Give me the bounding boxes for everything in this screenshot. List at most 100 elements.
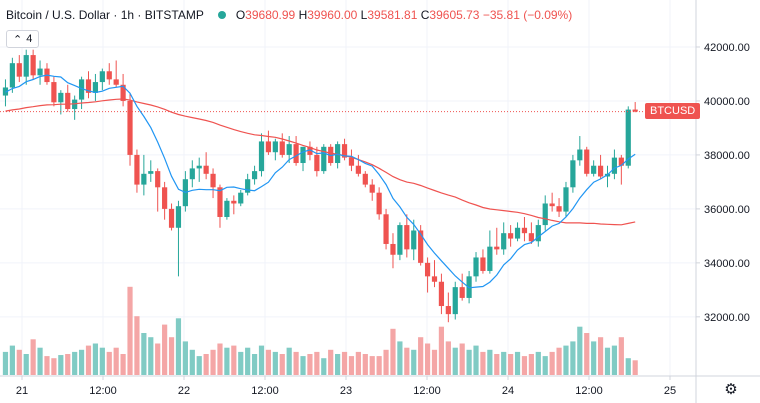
candle <box>341 138 348 161</box>
candle <box>625 106 631 169</box>
candle-body <box>127 100 133 155</box>
change-value: −35.81 (−0.09%) <box>482 8 573 22</box>
candle-body <box>78 79 85 100</box>
volume-bar <box>148 337 154 375</box>
indicators-toggle-button[interactable]: ⌃ 4 <box>6 30 40 48</box>
volume-bar <box>604 347 611 375</box>
candle-body <box>293 144 299 164</box>
candle-body <box>521 227 528 234</box>
volume-bar <box>258 345 265 375</box>
candle-body <box>494 246 500 250</box>
y-tick-label: 36000.00 <box>704 204 750 216</box>
y-tick-label: 40000.00 <box>704 96 750 108</box>
candle <box>632 102 638 113</box>
volume-bar <box>58 355 64 375</box>
volume-bar <box>348 356 355 375</box>
volume-bar <box>120 354 126 375</box>
volume-bar <box>293 351 299 375</box>
candle <box>348 149 355 172</box>
candle <box>597 154 604 180</box>
candle <box>44 63 50 85</box>
volume-bar <box>162 324 168 375</box>
x-tick-label: 12:00 <box>251 385 279 397</box>
y-tick-label: 38000.00 <box>704 150 750 162</box>
y-tick-label: 42000.00 <box>704 42 750 54</box>
candle-body <box>473 257 479 277</box>
candle <box>411 219 417 261</box>
candle <box>556 198 562 217</box>
time-axis[interactable]: 21 12:00 22 12:00 23 12:00 24 12:00 25 <box>16 376 676 397</box>
ohlc-values: O39680.99 H39960.00 L39581.81 C39605.73 … <box>236 8 572 22</box>
volume-bar <box>321 358 327 375</box>
volume-bar <box>78 349 85 375</box>
candle <box>224 198 230 220</box>
close-label: C <box>420 8 430 22</box>
candle <box>113 60 119 88</box>
candle <box>196 157 202 182</box>
candle <box>591 160 597 177</box>
candle-body <box>584 149 590 174</box>
volume-bar <box>335 354 341 375</box>
candle <box>577 136 583 166</box>
x-tick-label: 21 <box>16 385 28 397</box>
gear-icon[interactable]: ⚙ <box>724 381 738 398</box>
volume-bar <box>37 347 43 375</box>
candle <box>404 214 410 258</box>
candle <box>618 154 624 185</box>
current-price-tag: BTCUSD <box>645 102 701 119</box>
candle-body <box>431 276 438 282</box>
volume-bar <box>535 351 541 375</box>
candle <box>9 57 15 93</box>
volume-bar <box>445 341 451 375</box>
candle-body <box>175 206 182 228</box>
volume-bar <box>99 347 105 375</box>
candle <box>92 73 99 101</box>
symbol-legend: Bitcoin / U.S. Dollar · 1h · BITSTAMP O3… <box>6 8 572 22</box>
candle <box>168 203 175 231</box>
candle <box>611 149 618 180</box>
volume-bar <box>168 337 175 375</box>
candle-body <box>141 173 147 185</box>
volume-bar <box>438 326 445 375</box>
volume-bar <box>307 354 313 375</box>
volume-bar <box>238 351 244 375</box>
candle-body <box>563 187 569 212</box>
candle <box>321 144 327 174</box>
candle <box>37 60 43 85</box>
volume-bar <box>542 356 548 375</box>
volume-bar <box>182 341 188 375</box>
volume-bar <box>618 337 624 375</box>
candle <box>210 168 216 199</box>
candle-body <box>556 206 562 212</box>
candle <box>424 257 431 293</box>
candle <box>16 55 22 83</box>
candle-body <box>258 141 265 172</box>
candle <box>431 260 438 288</box>
volume-bar <box>459 343 465 375</box>
ma-slow-line <box>5 98 636 226</box>
volume-bar <box>196 356 202 375</box>
candle-body <box>300 146 306 164</box>
candle <box>390 233 396 269</box>
candle-body <box>528 233 534 242</box>
volume-bar <box>203 354 209 375</box>
candle <box>272 138 278 161</box>
candle <box>134 149 140 193</box>
candle-body <box>452 287 458 315</box>
candle-body <box>37 68 43 76</box>
candle <box>120 73 126 107</box>
candle-body <box>92 82 99 93</box>
candle-body <box>203 165 209 174</box>
volume-bar <box>231 345 237 375</box>
candle <box>251 165 258 185</box>
symbol-title[interactable]: Bitcoin / U.S. Dollar · 1h · BITSTAMP <box>6 8 204 22</box>
candle-body <box>625 109 631 166</box>
candle <box>162 181 168 220</box>
volume-bar <box>106 351 112 375</box>
candle-body <box>210 173 216 188</box>
candle <box>314 146 320 177</box>
candle <box>418 225 424 266</box>
candle-body <box>224 200 230 217</box>
price-axis[interactable]: 42000.00 40000.00 38000.00 36000.00 34000.00… <box>696 42 750 324</box>
